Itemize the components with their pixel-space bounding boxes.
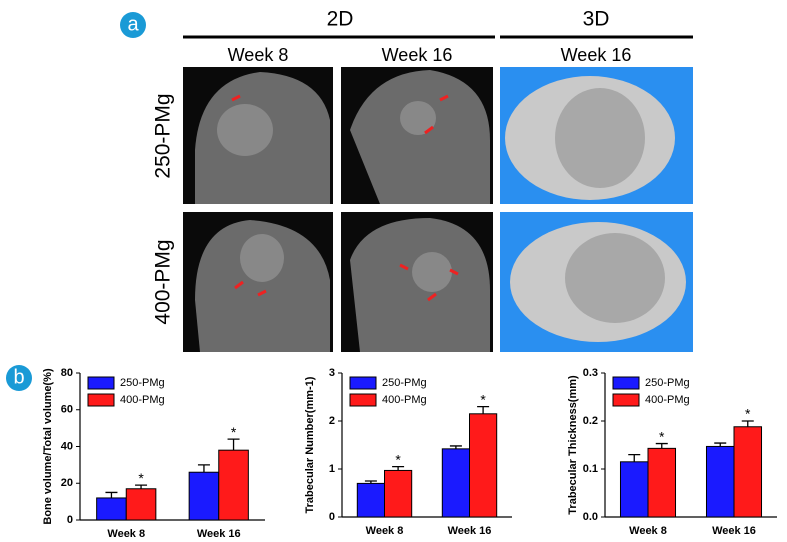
legend-label: 400-PMg [120,394,165,406]
x-tick-label: Week 8 [629,525,667,537]
panel-label: b [13,366,24,388]
error-bar [714,442,727,447]
bar [619,461,649,518]
legend-swatch [87,376,115,390]
column-label: Week 16 [561,45,632,65]
y-axis-label: Trabecular Number(mm-1) [304,376,316,513]
error-bar [364,480,377,484]
render-3d [500,212,693,352]
y-tick-label: 80 [61,367,73,379]
error-bar [105,491,118,498]
ct-image [341,67,493,204]
bar [384,469,413,518]
y-tick-label: 0.2 [583,415,598,427]
y-tick-label: 60 [61,404,73,416]
panel-badge [6,365,32,391]
y-tick-label: 0.0 [583,511,598,523]
legend-swatch [349,376,377,390]
error-bar [227,438,240,451]
legend-swatch [349,393,377,407]
error-bar [135,484,148,489]
legend-swatch [612,376,640,390]
y-tick-label: 2 [329,415,335,427]
column-label: Week 8 [228,45,289,65]
bar [733,426,763,518]
legend-label: 400-PMg [645,394,690,406]
header: 3D [583,8,610,31]
error-bar [197,464,210,473]
ct-image [183,67,333,204]
panel-label: a [127,13,139,35]
significance: * [745,406,751,422]
row-label: 250-PMg [152,93,175,178]
legend-label: 250-PMg [382,377,427,389]
x-tick-label: Week 16 [712,525,756,537]
y-tick-label: 20 [61,477,73,489]
bar [356,482,385,518]
x-tick-label: Week 8 [366,525,404,537]
error-bar [741,420,754,427]
row-label: 400-PMg [152,239,175,324]
legend-label: 400-PMg [382,394,427,406]
error-bar [392,465,405,471]
error-bar [628,453,641,462]
significance: * [659,428,665,444]
y-axis-label: Trabecular Thickness(mm) [567,375,579,515]
legend-swatch [87,393,115,407]
bar [441,448,470,518]
ct-image [341,212,493,352]
bar [188,471,220,521]
y-tick-label: 3 [329,367,335,379]
y-tick-label: 0.1 [583,463,598,475]
bar [96,497,127,521]
y-tick-label: 1 [329,463,335,475]
y-tick-label: 0 [67,514,73,526]
legend-swatch [612,393,640,407]
legend-label: 250-PMg [645,377,690,389]
y-tick-label: 40 [61,440,73,452]
x-tick-label: Week 16 [448,525,492,537]
bar [125,488,157,521]
header: 2D [327,8,354,31]
y-tick-label: 0.3 [583,367,598,379]
significance: * [480,391,486,407]
significance: * [231,424,237,440]
bar [705,445,735,518]
x-tick-label: Week 16 [197,528,241,537]
error-bar [449,445,462,449]
legend-label: 250-PMg [120,377,165,389]
error-bar [655,442,668,449]
y-tick-label: 0 [329,511,335,523]
error-bar [477,405,490,414]
y-axis-label: Bone volume/Total volume(%) [42,368,54,525]
significance: * [395,451,401,467]
render-3d [500,67,693,204]
column-label: Week 16 [382,45,453,65]
x-tick-label: Week 8 [107,528,145,537]
significance: * [138,470,144,486]
ct-image [183,212,333,352]
bar [469,413,498,518]
bar [218,449,249,521]
bar [647,447,677,518]
panel-badge [120,12,146,38]
